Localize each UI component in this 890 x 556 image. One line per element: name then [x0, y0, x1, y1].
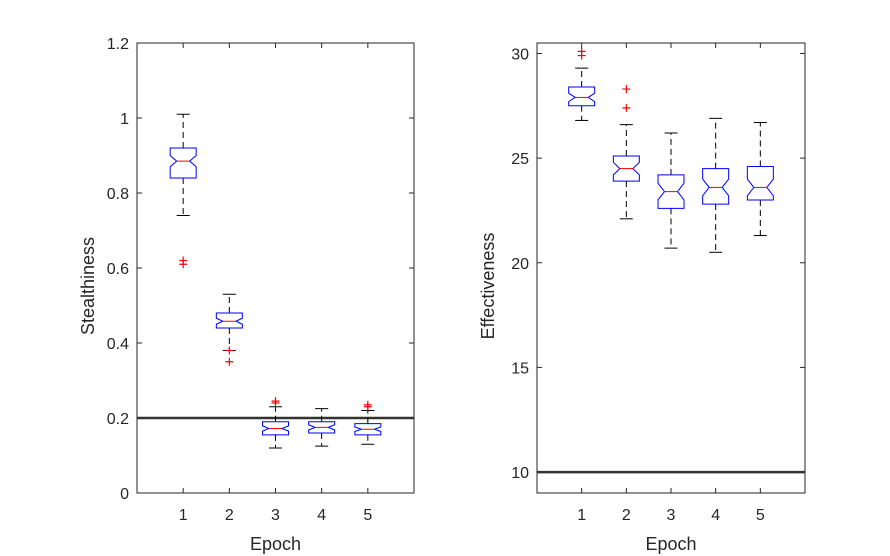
stealthiness-outlier-marker — [225, 357, 234, 366]
stealthiness-xtick-label: 5 — [363, 507, 372, 524]
effectiveness-box-epoch-5 — [746, 165, 774, 201]
effectiveness-outlier-marker — [577, 47, 586, 56]
stealthiness-xlabel: Epoch — [250, 534, 301, 554]
stealthiness-ylabel: Stealthiness — [78, 237, 98, 335]
effectiveness-xtick-label: 3 — [667, 507, 676, 524]
effectiveness-xtick-label: 4 — [711, 507, 720, 524]
stealthiness-xtick-label: 1 — [179, 507, 188, 524]
stealthiness-ytick-label: 0.8 — [107, 186, 129, 203]
stealthiness-outlier-marker — [179, 256, 188, 265]
effectiveness-ytick-label: 25 — [511, 151, 529, 168]
stealthiness-box-epoch-2 — [215, 312, 243, 329]
stealthiness-panel: 0 0.2 0.4 0.6 0.8 1 1.2 1 2 3 4 5 Epoch Stealthiness — [78, 36, 415, 554]
stealthiness-outlier-marker — [363, 400, 372, 409]
effectiveness-box-epoch-1 — [568, 86, 596, 107]
stealthiness-ytick-label: 1 — [120, 111, 129, 128]
stealthiness-outlier-marker — [271, 397, 280, 406]
stealthiness-ytick-label: 0.2 — [107, 411, 129, 428]
effectiveness-ytick-label: 30 — [511, 46, 529, 63]
stealthiness-xtick-label: 2 — [225, 507, 234, 524]
effectiveness-xtick-label: 2 — [622, 507, 631, 524]
stealthiness-ytick-label: 0 — [120, 486, 129, 503]
effectiveness-ylabel: Effectiveness — [478, 233, 498, 340]
effectiveness-panel: 10 15 20 25 30 1 2 3 4 5 Epoch Effectiveness — [478, 42, 806, 554]
effectiveness-axes-box — [536, 42, 806, 494]
stealthiness-ytick-label: 0.6 — [107, 261, 129, 278]
effectiveness-xtick-label: 5 — [756, 507, 765, 524]
stealthiness-xtick-label: 3 — [271, 507, 280, 524]
effectiveness-ytick-label: 15 — [511, 360, 529, 377]
stealthiness-xtick-label: 4 — [317, 507, 326, 524]
effectiveness-xlabel: Epoch — [645, 534, 696, 554]
stealthiness-outlier-marker — [225, 346, 234, 355]
effectiveness-ytick-label: 10 — [511, 465, 529, 482]
stealthiness-box-epoch-1 — [169, 147, 197, 179]
stealthiness-ytick-label: 1.2 — [107, 36, 129, 53]
effectiveness-outlier-marker — [622, 103, 631, 112]
effectiveness-outlier-marker — [622, 85, 631, 94]
effectiveness-ytick-label: 20 — [511, 256, 529, 273]
effectiveness-xtick-label: 1 — [577, 507, 586, 524]
effectiveness-box-epoch-4 — [702, 168, 730, 205]
stealthiness-ytick-label: 0.4 — [107, 336, 129, 353]
